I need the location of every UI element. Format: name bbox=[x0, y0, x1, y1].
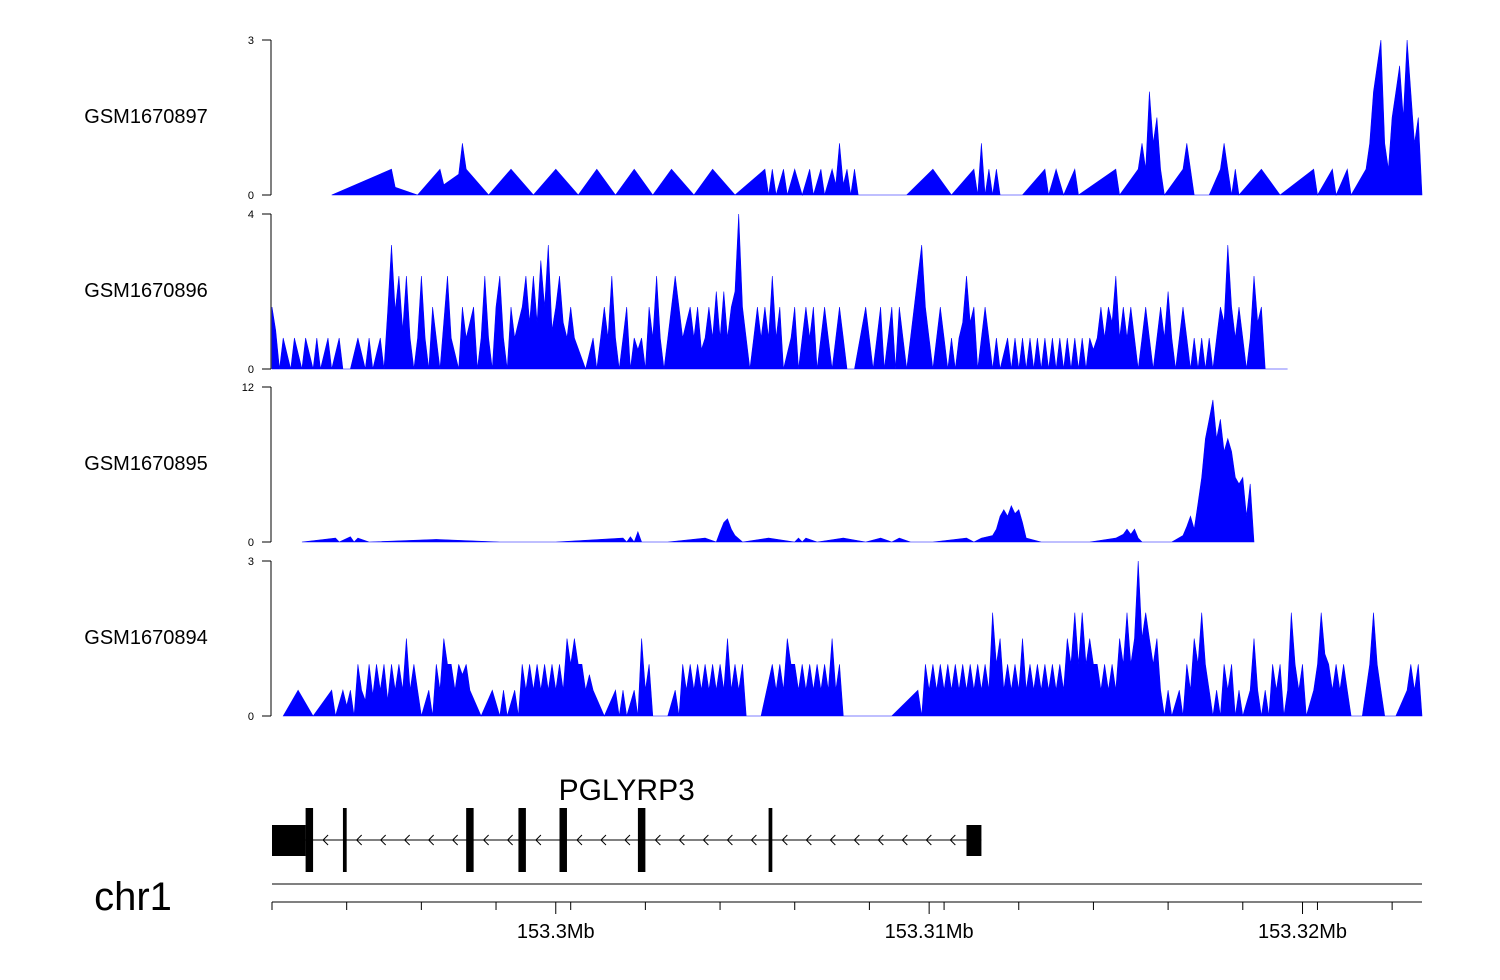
exon bbox=[966, 825, 982, 856]
coverage-tracks: GSM167089703GSM167089604GSM1670895012GSM… bbox=[84, 35, 1423, 723]
strand-arrow bbox=[624, 834, 631, 846]
y-tick-label: 0 bbox=[248, 364, 254, 376]
strand-arrow bbox=[379, 834, 387, 846]
y-tick-label: 0 bbox=[248, 537, 254, 549]
track-label: GSM1670897 bbox=[84, 106, 207, 128]
exon bbox=[466, 808, 474, 872]
track-gsm1670896: GSM1670896 0 4 bbox=[84, 209, 1288, 376]
strand-arrow bbox=[482, 834, 489, 846]
y-tick-label: 0 bbox=[248, 711, 254, 723]
strand-arrow bbox=[805, 834, 812, 846]
x-tick-label: 153.31Mb bbox=[885, 921, 974, 943]
y-tick-label: 4 bbox=[248, 209, 254, 221]
track-label: GSM1670894 bbox=[84, 627, 207, 649]
track-gsm1670895: GSM1670895 0 12 bbox=[84, 382, 1255, 549]
strand-arrow bbox=[451, 834, 459, 846]
exon bbox=[272, 825, 306, 856]
track-label: GSM1670895 bbox=[84, 453, 207, 475]
strand-arrow bbox=[427, 834, 435, 846]
strand-arrow bbox=[726, 834, 733, 846]
coverage-area bbox=[331, 39, 1423, 197]
y-tick-label: 3 bbox=[248, 556, 254, 568]
strand-arrow bbox=[949, 834, 956, 846]
exon bbox=[637, 808, 646, 872]
exon bbox=[768, 808, 773, 872]
strand-arrow bbox=[355, 834, 363, 846]
exon bbox=[305, 808, 314, 872]
strand-arrow bbox=[750, 834, 757, 846]
gene-track: PGLYRP3 bbox=[272, 774, 982, 872]
x-tick-label: 153.3Mb bbox=[517, 921, 595, 943]
coverage-area bbox=[301, 399, 1255, 543]
chromosome-label: chr1 bbox=[94, 875, 172, 919]
strand-arrow bbox=[925, 834, 932, 846]
strand-arrow bbox=[877, 834, 884, 846]
strand-arrows bbox=[322, 834, 956, 846]
exon bbox=[559, 808, 567, 872]
strand-arrow bbox=[576, 834, 583, 846]
strand-arrow bbox=[829, 834, 836, 846]
strand-arrow bbox=[600, 834, 607, 846]
strand-arrow bbox=[901, 834, 908, 846]
strand-arrow bbox=[781, 834, 788, 846]
y-tick-label: 3 bbox=[248, 35, 254, 47]
strand-arrow bbox=[654, 834, 661, 846]
coverage-area bbox=[271, 213, 1288, 371]
strand-arrow bbox=[535, 834, 542, 846]
strand-arrow bbox=[678, 834, 685, 846]
track-gsm1670897: GSM1670897 0 3 bbox=[84, 35, 1423, 202]
gene-name-label: PGLYRP3 bbox=[559, 774, 695, 807]
strand-arrow bbox=[322, 834, 329, 846]
genome-axis: 153.3Mb 153.31Mb 153.32Mb bbox=[271, 901, 1422, 943]
exon bbox=[518, 808, 526, 872]
track-label: GSM1670896 bbox=[84, 280, 207, 302]
y-tick-label: 0 bbox=[248, 190, 254, 202]
coverage-area bbox=[282, 560, 1423, 717]
y-tick-label: 12 bbox=[242, 382, 254, 394]
strand-arrow bbox=[403, 834, 411, 846]
track-gsm1670894: GSM1670894 0 3 bbox=[84, 556, 1423, 723]
strand-arrow bbox=[506, 834, 513, 846]
exon bbox=[342, 808, 347, 872]
x-tick-label: 153.32Mb bbox=[1258, 921, 1347, 943]
gene-exons bbox=[272, 808, 982, 872]
strand-arrow bbox=[853, 834, 860, 846]
strand-arrow bbox=[702, 834, 709, 846]
